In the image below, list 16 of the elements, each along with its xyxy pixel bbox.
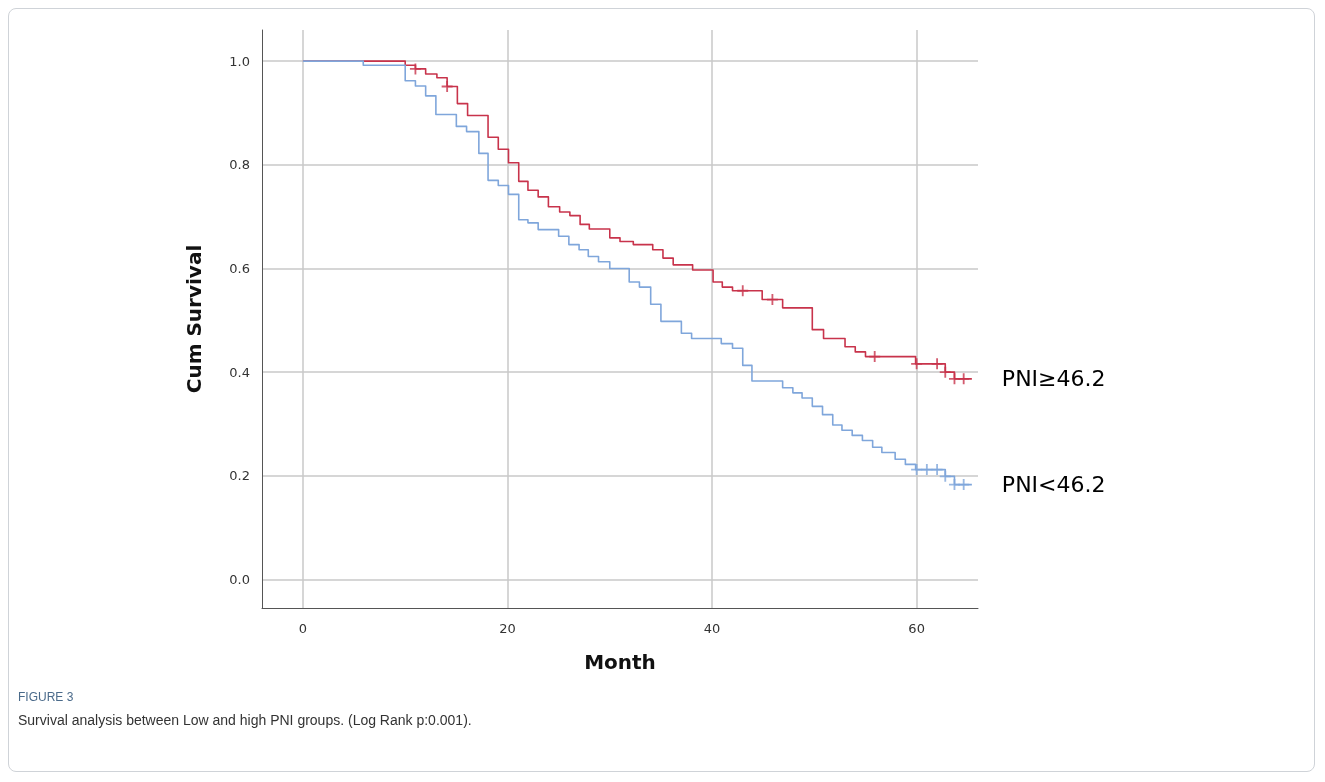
series-label: PNI≥46.2 bbox=[1001, 366, 1106, 392]
x-tick-label: 40 bbox=[703, 621, 721, 636]
text: Survival analysis between Low and high PNI groups. (Log Rank p:0.001). bbox=[18, 712, 472, 728]
x-tick-label: 60 bbox=[908, 621, 925, 636]
y-tick-label: 1.0 bbox=[229, 53, 250, 69]
x-axis-title: Month bbox=[584, 650, 656, 674]
y-tick-label: 0.6 bbox=[229, 260, 250, 276]
caption: FIGURE 3 bbox=[18, 690, 74, 704]
y-tick-label: 0.0 bbox=[229, 571, 250, 587]
x-tick-label: 0 bbox=[298, 621, 308, 636]
y-axis-title: Cum Survival bbox=[182, 244, 206, 394]
x-tick-label: 20 bbox=[499, 621, 516, 636]
y-tick-label: 0.4 bbox=[229, 364, 250, 380]
y-tick-label: 0.8 bbox=[229, 157, 250, 173]
y-tick-label: 0.2 bbox=[229, 468, 250, 484]
series-label: PNI<46.2 bbox=[1001, 472, 1106, 498]
